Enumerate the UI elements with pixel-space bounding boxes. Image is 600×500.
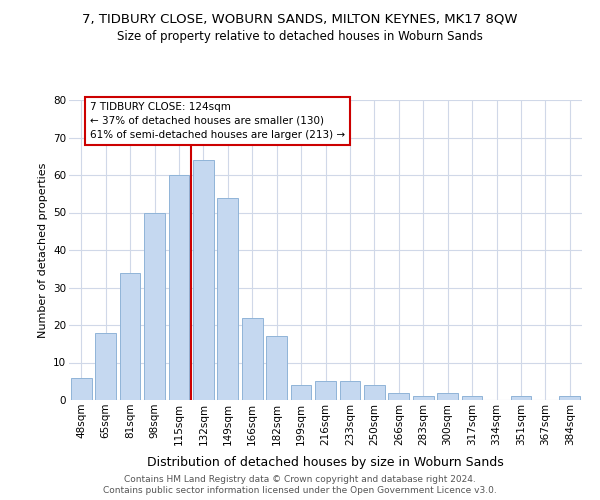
- Text: 7, TIDBURY CLOSE, WOBURN SANDS, MILTON KEYNES, MK17 8QW: 7, TIDBURY CLOSE, WOBURN SANDS, MILTON K…: [82, 12, 518, 26]
- Bar: [169, 175, 190, 400]
- Bar: [559, 396, 580, 400]
- Bar: [388, 392, 409, 400]
- Bar: [461, 396, 482, 400]
- X-axis label: Distribution of detached houses by size in Woburn Sands: Distribution of detached houses by size …: [147, 456, 504, 469]
- Text: Contains HM Land Registry data © Crown copyright and database right 2024.: Contains HM Land Registry data © Crown c…: [124, 475, 476, 484]
- Bar: [193, 160, 214, 400]
- Text: 7 TIDBURY CLOSE: 124sqm
← 37% of detached houses are smaller (130)
61% of semi-d: 7 TIDBURY CLOSE: 124sqm ← 37% of detache…: [90, 102, 345, 140]
- Bar: [71, 378, 92, 400]
- Bar: [217, 198, 238, 400]
- Bar: [315, 381, 336, 400]
- Bar: [340, 381, 361, 400]
- Bar: [413, 396, 434, 400]
- Bar: [266, 336, 287, 400]
- Bar: [364, 385, 385, 400]
- Text: Size of property relative to detached houses in Woburn Sands: Size of property relative to detached ho…: [117, 30, 483, 43]
- Bar: [437, 392, 458, 400]
- Y-axis label: Number of detached properties: Number of detached properties: [38, 162, 47, 338]
- Text: Contains public sector information licensed under the Open Government Licence v3: Contains public sector information licen…: [103, 486, 497, 495]
- Bar: [290, 385, 311, 400]
- Bar: [511, 396, 532, 400]
- Bar: [119, 272, 140, 400]
- Bar: [95, 332, 116, 400]
- Bar: [144, 212, 165, 400]
- Bar: [242, 318, 263, 400]
